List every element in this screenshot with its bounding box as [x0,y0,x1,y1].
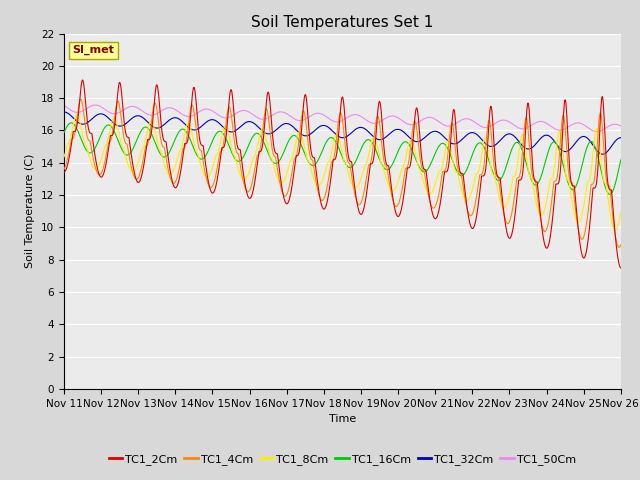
Legend: TC1_2Cm, TC1_4Cm, TC1_8Cm, TC1_16Cm, TC1_32Cm, TC1_50Cm: TC1_2Cm, TC1_4Cm, TC1_8Cm, TC1_16Cm, TC1… [104,449,580,469]
Text: SI_met: SI_met [72,45,114,55]
Title: Soil Temperatures Set 1: Soil Temperatures Set 1 [252,15,433,30]
X-axis label: Time: Time [329,414,356,424]
Y-axis label: Soil Temperature (C): Soil Temperature (C) [26,154,35,268]
